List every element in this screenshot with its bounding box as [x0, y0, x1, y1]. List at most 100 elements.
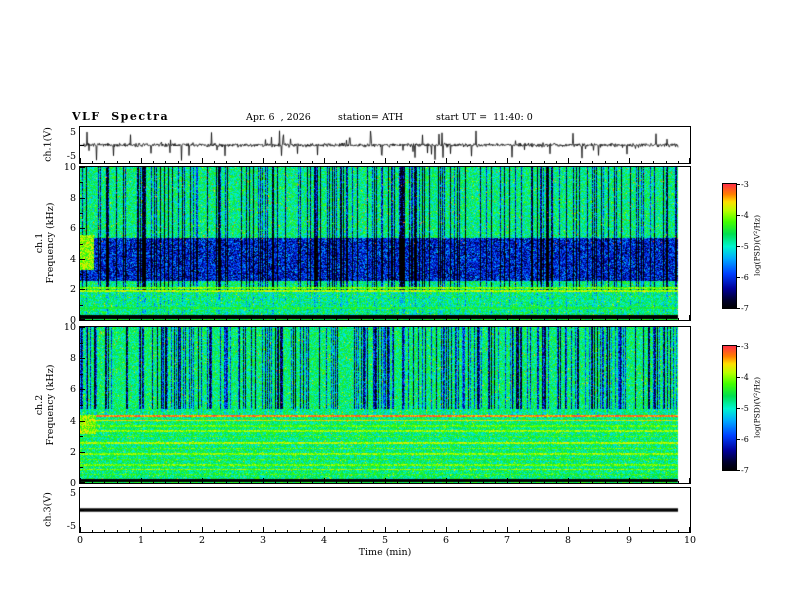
tick-mark: [287, 480, 288, 483]
ch1-freq-tick-label: 10: [63, 162, 76, 173]
tick-mark: [80, 289, 85, 290]
tick-mark: [324, 315, 325, 320]
tick-mark: [239, 160, 240, 163]
tick-mark: [434, 317, 435, 320]
tick-mark: [80, 305, 83, 306]
tick-mark: [507, 158, 508, 163]
tick-mark: [641, 160, 642, 163]
tick-mark: [287, 160, 288, 163]
tick-mark: [544, 317, 545, 320]
tick-mark: [214, 480, 215, 483]
tick-mark: [568, 315, 569, 320]
ch2-colorbar: [722, 345, 737, 471]
tick-mark: [605, 317, 606, 320]
tick-mark: [153, 160, 154, 163]
tick-mark: [80, 510, 84, 511]
tick-mark: [80, 482, 85, 483]
tick-mark: [129, 160, 130, 163]
tick-mark: [653, 529, 654, 532]
colorbar2-tick-label: -6: [741, 435, 749, 444]
ch1-frequency-axis-label: ch.1 Frequency (kHz): [34, 198, 56, 288]
tick-mark: [531, 160, 532, 163]
tick-mark: [495, 480, 496, 483]
tick-mark: [324, 527, 325, 532]
tick-mark: [446, 315, 447, 320]
tick-mark: [446, 158, 447, 163]
tick-mark: [80, 167, 85, 168]
tick-mark: [397, 160, 398, 163]
ch1-axis-label-line2: Frequency (kHz): [45, 202, 56, 284]
tick-mark: [80, 228, 85, 229]
tick-mark: [580, 529, 581, 532]
tick-mark: [117, 317, 118, 320]
tick-mark: [202, 158, 203, 163]
tick-mark: [629, 158, 630, 163]
tick-mark: [580, 160, 581, 163]
tick-mark: [531, 529, 532, 532]
tick-mark: [385, 158, 386, 163]
header-date: Apr. 6 , 2026: [246, 112, 311, 123]
tick-mark: [348, 529, 349, 532]
tick-mark: [80, 405, 83, 406]
tick-mark: [263, 527, 264, 532]
tick-mark: [629, 315, 630, 320]
tick-mark: [556, 160, 557, 163]
tick-mark: [214, 529, 215, 532]
tick-mark: [80, 158, 81, 163]
tick-mark: [361, 317, 362, 320]
tick-mark: [226, 160, 227, 163]
tick-mark: [361, 529, 362, 532]
tick-mark: [275, 317, 276, 320]
tick-mark: [92, 529, 93, 532]
ch1-freq-tick-label: 4: [69, 253, 76, 265]
tick-mark: [80, 244, 83, 245]
tick-mark: [641, 317, 642, 320]
tick-mark: [202, 478, 203, 483]
tick-mark: [275, 529, 276, 532]
tick-mark: [592, 529, 593, 532]
ch1-freq-tick-label: 2: [69, 284, 76, 296]
tick-mark: [92, 480, 93, 483]
tick-mark: [80, 478, 81, 483]
tick-mark: [251, 529, 252, 532]
tick-mark: [605, 529, 606, 532]
tick-mark: [226, 480, 227, 483]
ch1-colorbar: [722, 183, 737, 309]
tick-mark: [617, 529, 618, 532]
ch3-volt-tick-label: -5: [66, 521, 76, 532]
ch1-axis-label-line1: ch.1: [34, 232, 45, 254]
ch2-freq-tick-label: 6: [69, 384, 76, 396]
tick-mark: [324, 478, 325, 483]
tick-mark: [165, 317, 166, 320]
x-tick-label: 9: [625, 535, 633, 546]
tick-mark: [214, 317, 215, 320]
tick-mark: [458, 529, 459, 532]
tick-mark: [165, 160, 166, 163]
tick-mark: [446, 478, 447, 483]
tick-mark: [202, 527, 203, 532]
tick-mark: [80, 319, 85, 320]
tick-mark: [422, 317, 423, 320]
tick-mark: [629, 478, 630, 483]
ch1-waveform-canvas: [80, 127, 690, 163]
tick-mark: [617, 480, 618, 483]
tick-mark: [190, 480, 191, 483]
tick-mark: [104, 480, 105, 483]
tick-mark: [568, 158, 569, 163]
tick-mark: [737, 308, 740, 309]
tick-mark: [373, 529, 374, 532]
tick-mark: [80, 421, 85, 422]
tick-mark: [92, 160, 93, 163]
tick-mark: [190, 529, 191, 532]
tick-mark: [531, 480, 532, 483]
x-tick-label: 1: [137, 535, 145, 546]
tick-mark: [434, 529, 435, 532]
figure-title: VLF Spectra: [72, 110, 170, 123]
tick-mark: [737, 377, 740, 378]
tick-mark: [519, 529, 520, 532]
tick-mark: [458, 160, 459, 163]
tick-mark: [495, 529, 496, 532]
tick-mark: [446, 527, 447, 532]
ch2-spectrogram-canvas: [80, 327, 690, 483]
